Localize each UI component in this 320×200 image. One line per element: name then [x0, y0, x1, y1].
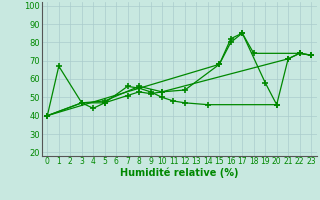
X-axis label: Humidité relative (%): Humidité relative (%) — [120, 168, 238, 178]
